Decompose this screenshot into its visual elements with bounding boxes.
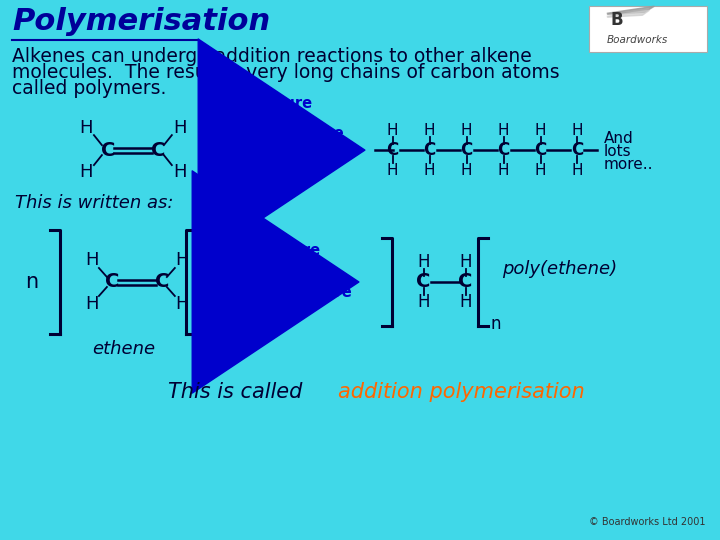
Text: H: H bbox=[173, 163, 186, 181]
Text: called polymers.: called polymers. bbox=[12, 79, 166, 98]
Text: C: C bbox=[498, 141, 510, 159]
Text: Pressure: Pressure bbox=[248, 243, 321, 258]
Text: catalyst: catalyst bbox=[240, 156, 306, 171]
Text: H: H bbox=[535, 123, 546, 138]
Text: H: H bbox=[79, 119, 93, 137]
Text: H: H bbox=[535, 163, 546, 178]
Text: Pressure: Pressure bbox=[240, 96, 313, 111]
Text: more..: more.. bbox=[603, 157, 653, 172]
Text: catalyst: catalyst bbox=[248, 300, 314, 315]
Text: n: n bbox=[25, 272, 39, 292]
Text: H: H bbox=[498, 123, 509, 138]
Text: H: H bbox=[85, 295, 99, 313]
Text: temperature: temperature bbox=[240, 126, 345, 141]
Text: H: H bbox=[459, 253, 472, 271]
FancyBboxPatch shape bbox=[590, 6, 707, 52]
Text: © Boardworks Ltd 2001: © Boardworks Ltd 2001 bbox=[589, 517, 706, 526]
Text: H: H bbox=[173, 119, 186, 137]
Text: Alkenes can undergo addition reactions to other alkene: Alkenes can undergo addition reactions t… bbox=[12, 47, 532, 66]
Text: C: C bbox=[150, 140, 165, 160]
Text: H: H bbox=[424, 123, 436, 138]
Text: C: C bbox=[572, 141, 584, 159]
Text: H: H bbox=[387, 123, 398, 138]
Text: C: C bbox=[155, 273, 169, 292]
Text: C: C bbox=[534, 141, 546, 159]
Text: B: B bbox=[611, 11, 623, 29]
Text: lots: lots bbox=[603, 144, 631, 159]
Text: high: high bbox=[240, 111, 276, 126]
Text: And: And bbox=[603, 131, 633, 146]
Text: H: H bbox=[418, 293, 430, 311]
Text: C: C bbox=[101, 140, 115, 160]
Text: addition polymerisation: addition polymerisation bbox=[338, 382, 585, 402]
Text: H: H bbox=[387, 163, 398, 178]
Text: H: H bbox=[461, 123, 472, 138]
Text: C: C bbox=[416, 273, 431, 292]
Text: n: n bbox=[490, 315, 501, 333]
Text: ethene: ethene bbox=[92, 340, 156, 358]
Text: molecules.  The result is very long chains of carbon atoms: molecules. The result is very long chain… bbox=[12, 63, 559, 82]
Text: H: H bbox=[572, 123, 583, 138]
Text: H: H bbox=[424, 163, 436, 178]
Text: C: C bbox=[104, 273, 119, 292]
Text: Polymerisation: Polymerisation bbox=[12, 7, 270, 36]
Text: C: C bbox=[387, 141, 399, 159]
Text: Boardworks: Boardworks bbox=[607, 35, 668, 45]
Text: temperature: temperature bbox=[248, 285, 353, 300]
Polygon shape bbox=[608, 10, 649, 17]
Text: high: high bbox=[248, 270, 284, 285]
Text: H: H bbox=[175, 251, 189, 269]
Text: C: C bbox=[459, 273, 473, 292]
Text: This is called: This is called bbox=[168, 382, 309, 402]
Text: H: H bbox=[85, 251, 99, 269]
Text: H: H bbox=[79, 163, 93, 181]
Text: C: C bbox=[461, 141, 473, 159]
Text: H: H bbox=[418, 253, 430, 271]
Text: H: H bbox=[175, 295, 189, 313]
Text: C: C bbox=[423, 141, 436, 159]
Text: H: H bbox=[572, 163, 583, 178]
Text: poly(ethene): poly(ethene) bbox=[503, 260, 618, 278]
Text: H: H bbox=[498, 163, 509, 178]
Polygon shape bbox=[608, 6, 654, 14]
Text: H: H bbox=[459, 293, 472, 311]
Text: This is written as:: This is written as: bbox=[15, 194, 174, 212]
Text: H: H bbox=[461, 163, 472, 178]
